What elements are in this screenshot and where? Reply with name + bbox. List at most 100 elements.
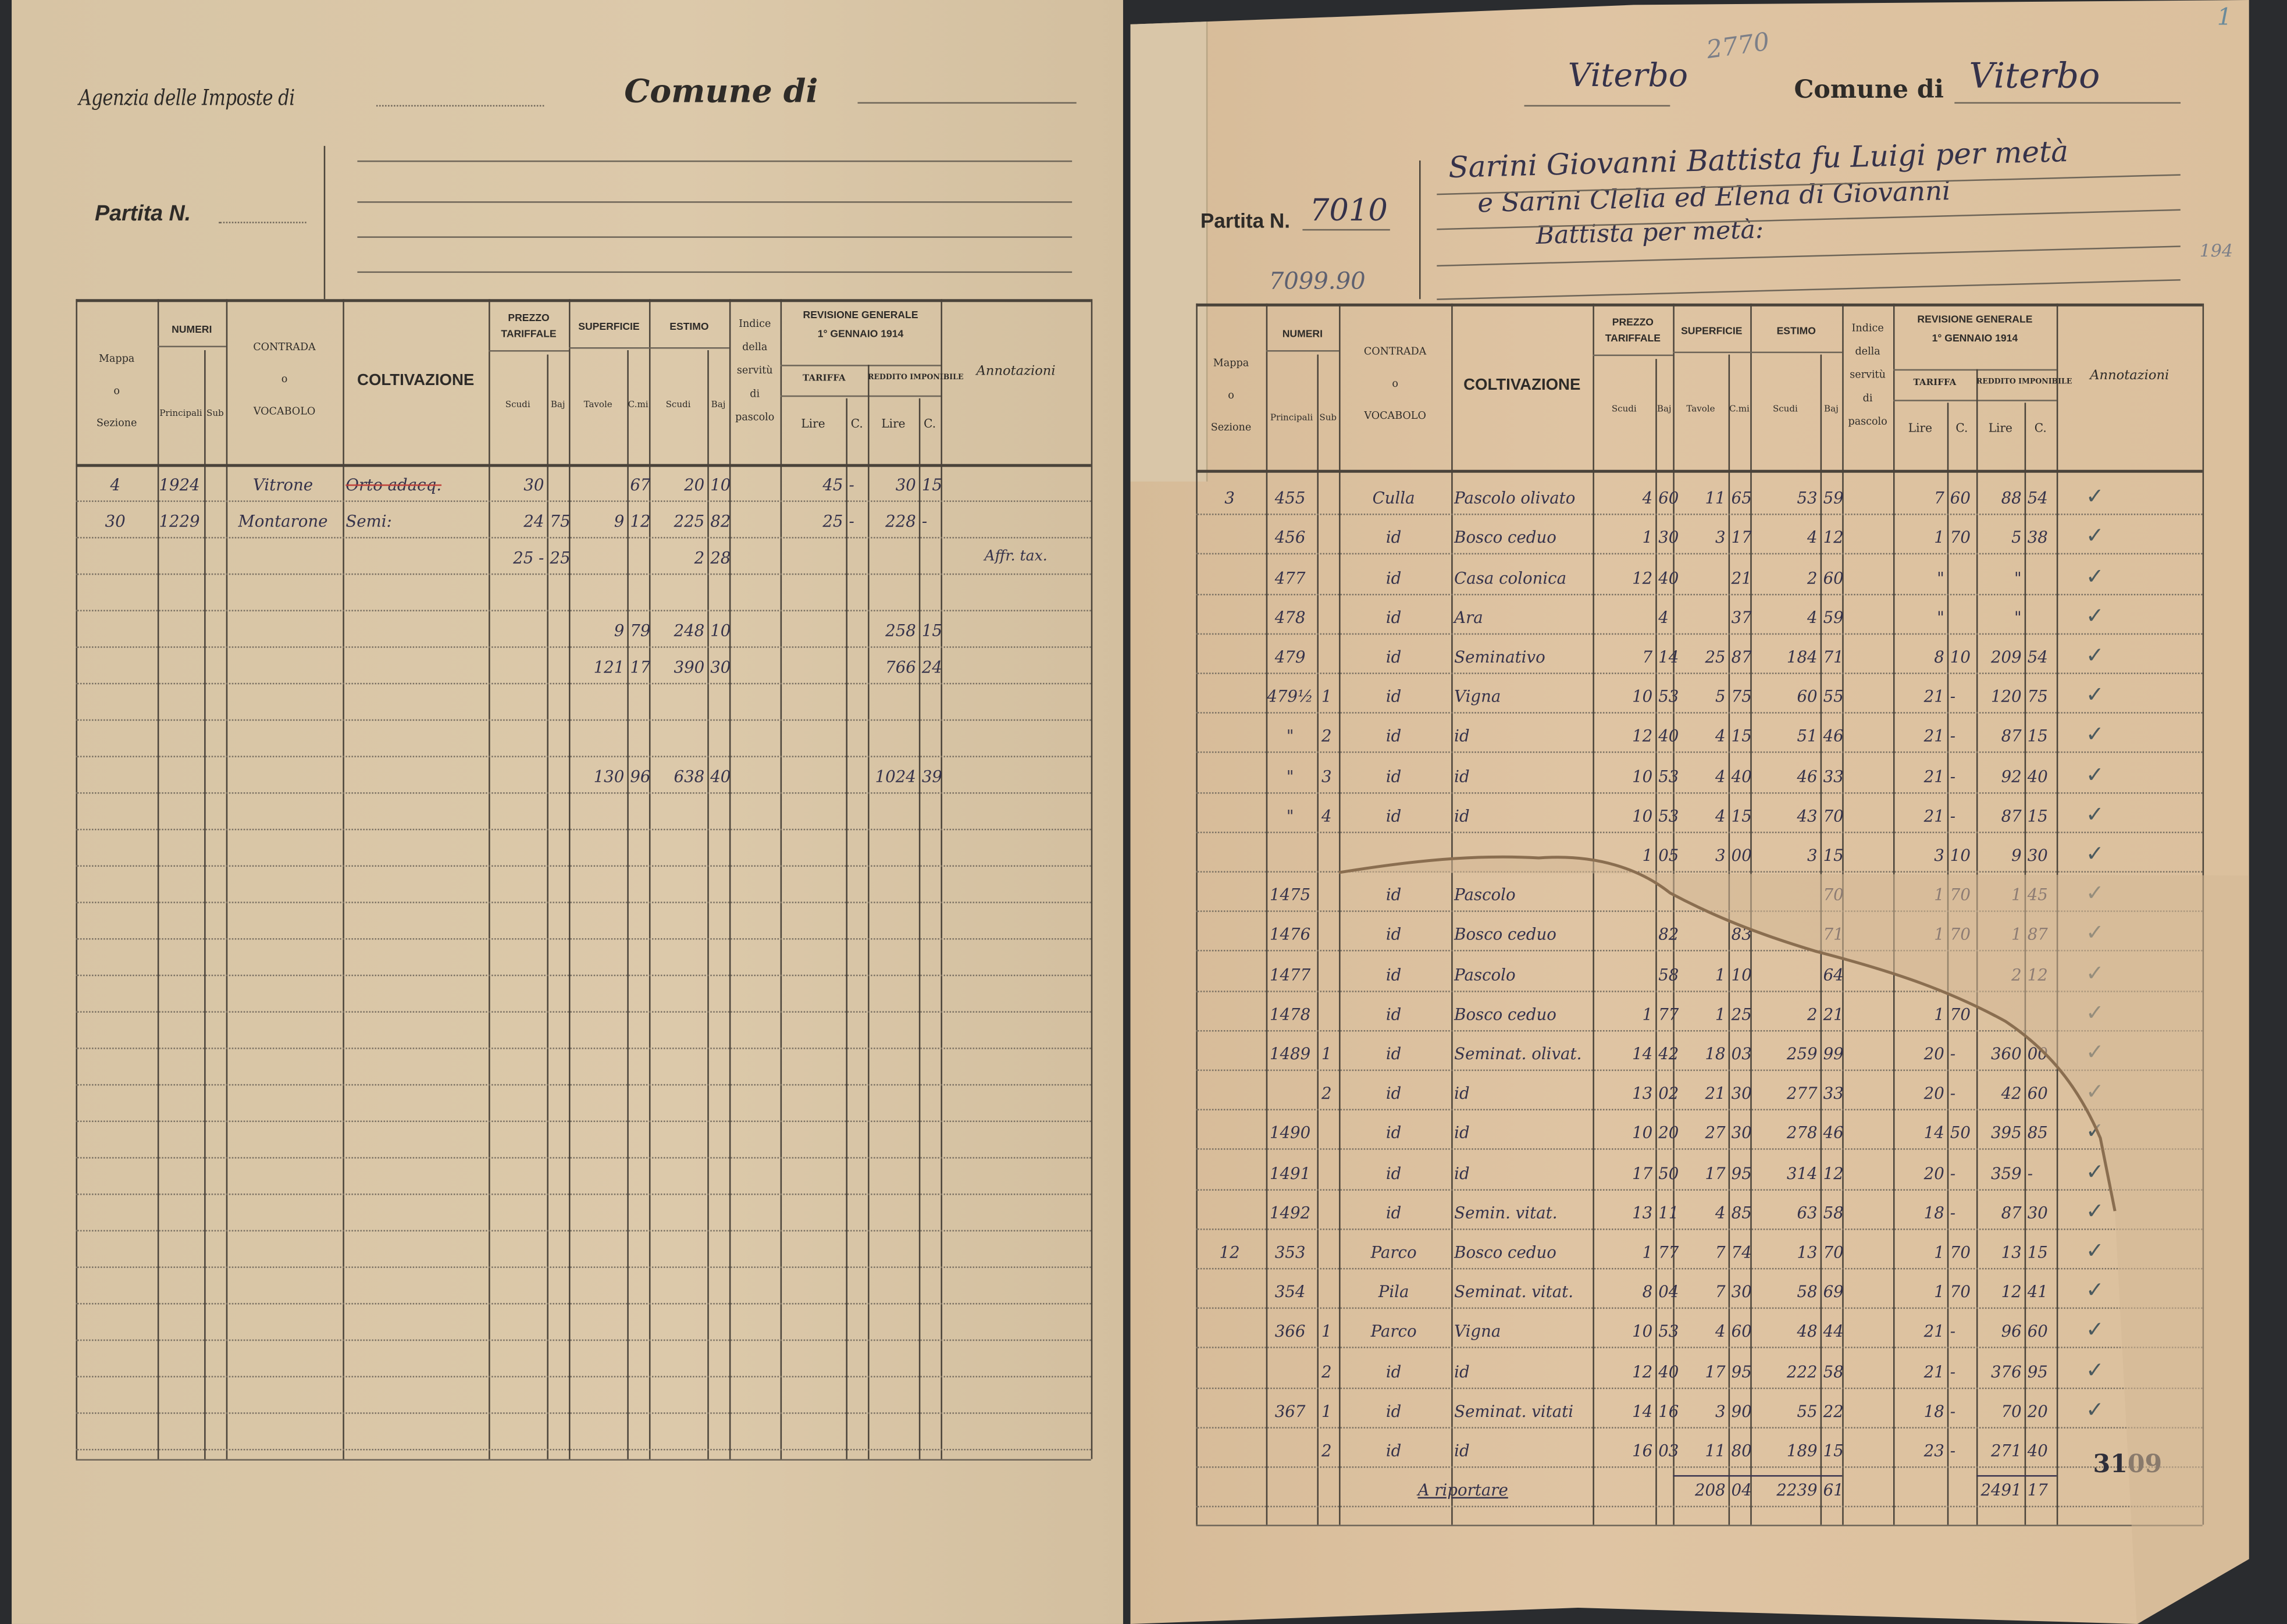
cell-superficie-tavole: 11	[1705, 489, 1726, 508]
cell-reddito-lire: 1024	[875, 767, 916, 787]
cell-superficie-tavole: 17	[1705, 1163, 1726, 1183]
checkmark-icon: ✓	[2086, 684, 2104, 708]
column-divider	[1451, 303, 1453, 1525]
header-contrada: VOCABOLO	[253, 405, 316, 418]
cell-tariffa-c: -	[1950, 767, 1956, 786]
cell-estimo-baj: 99	[1823, 1045, 1844, 1064]
row-line	[76, 1339, 1091, 1341]
header-annotazioni: Annotazioni	[976, 365, 1056, 380]
cell-reddito-lire: 42	[2001, 1084, 2022, 1103]
row-line	[1196, 1426, 2203, 1429]
row-line	[1196, 1228, 2203, 1230]
checkmark-icon: ✓	[2086, 1319, 2104, 1343]
cell-prezzo-scudi: 1	[1642, 1243, 1653, 1262]
cell-prezzo-scudi: 16	[1632, 1441, 1653, 1461]
cell-reddito-c: 15	[2027, 1243, 2048, 1262]
cell-tariffa-lire: 3	[1934, 846, 1944, 866]
cell-contrada: id	[1385, 886, 1402, 905]
cell-coltivazione: Seminat. vitat.	[1454, 1283, 1574, 1302]
header-mappa: o	[1228, 389, 1234, 401]
row-line	[76, 719, 1091, 721]
checkmark-icon: ✓	[2086, 724, 2104, 748]
total-estimo-baj: 61	[1823, 1481, 1844, 1500]
cell-superficie-cmi: 60	[1731, 1322, 1752, 1342]
cell-prezzo-baj: 42	[1658, 1045, 1679, 1064]
cell-contrada: id	[1385, 965, 1402, 985]
checkmark-icon: ✓	[2086, 565, 2104, 589]
header-group-rule	[1593, 354, 1673, 357]
cell-tariffa-c: -	[1950, 1045, 1956, 1064]
cell-estimo-baj: 64	[1823, 965, 1844, 985]
cell-reddito-lire: 120	[1991, 687, 2022, 707]
cell-tariffa-c: -	[1950, 1322, 1956, 1342]
cell-coltivazione: Semin. vitat.	[1454, 1203, 1558, 1223]
header-indice-servitu: Indice	[739, 318, 771, 330]
cell-sub: 2	[1321, 1441, 1332, 1461]
cell-principali: 477	[1274, 568, 1306, 587]
cell-estimo-baj: 60	[1823, 568, 1844, 587]
cell-reddito-c: 75	[2027, 687, 2048, 707]
cell-estimo-baj: 12	[1823, 529, 1844, 548]
cell-prezzo-baj: 75	[550, 512, 571, 532]
cell-estimo-scudi: 4	[1807, 529, 1818, 548]
cell-mappa: 30	[105, 512, 126, 532]
row-line	[76, 573, 1091, 575]
cell-prezzo-baj: 40	[1658, 727, 1679, 746]
total-superficie-tavole: 208	[1694, 1481, 1726, 1500]
row-line	[1196, 1506, 2203, 1508]
cell-estimo-scudi: 63	[1797, 1203, 1818, 1223]
subcolumn-divider	[1728, 354, 1730, 1525]
subcolumn-divider	[846, 398, 847, 1459]
header-group-rule	[780, 395, 941, 397]
cell-coltivazione: Bosco ceduo	[1454, 1005, 1556, 1024]
table-top-border	[76, 299, 1091, 302]
cell-coltivazione: Ara	[1454, 608, 1483, 628]
cell-coltivazione: id	[1454, 1362, 1470, 1381]
cell-tariffa-lire: 20	[1923, 1084, 1944, 1103]
cell-tariffa-lire: 20	[1923, 1045, 1944, 1064]
header-revisione-generale: 1° GENNAIO 1914	[1932, 334, 2018, 345]
header-indice-servitu: Indice	[1851, 322, 1884, 334]
cell-superficie-tavole: 1	[1715, 1005, 1726, 1024]
row-line	[76, 792, 1091, 794]
table-top-border	[1196, 303, 2203, 307]
subcolumn-divider	[918, 398, 921, 1459]
header-mappa: Mappa	[1213, 357, 1249, 369]
cell-contrada: id	[1385, 1402, 1402, 1421]
row-line	[76, 938, 1091, 940]
cell-prezzo-baj: 30	[1658, 529, 1679, 548]
cell-reddito-c: 15	[921, 475, 942, 495]
cell-superficie-tavole: 130	[593, 767, 625, 787]
cell-superficie-tavole: 4	[1715, 767, 1726, 786]
cell-principali: 1478	[1269, 1005, 1311, 1024]
column-divider	[1339, 303, 1341, 1525]
row-line	[1196, 950, 2203, 952]
subcolumn-divider	[1317, 354, 1319, 1525]
cell-superficie-cmi: 75	[1731, 687, 1752, 707]
cell-reddito-lire: 30	[895, 475, 916, 495]
cell-coltivazione: Orto adacq.	[345, 475, 442, 495]
cell-reddito-c: 15	[2027, 806, 2048, 826]
cell-superficie-cmi: 17	[630, 658, 651, 677]
row-line	[1196, 593, 2203, 595]
cell-tariffa-c: 50	[1950, 1124, 1971, 1144]
cell-principali: 1477	[1269, 965, 1311, 985]
owner-line	[357, 236, 1073, 238]
partita-label: Partita N.	[1200, 208, 1290, 232]
cell-reddito-lire: 5	[2011, 529, 2022, 548]
header-estimo: ESTIMO	[1776, 326, 1816, 337]
cell-tariffa-lire: 14	[1923, 1124, 1944, 1144]
cell-tariffa-lire: 21	[1923, 806, 1944, 826]
cell-prezzo-baj: 05	[1658, 846, 1679, 866]
column-divider	[1196, 303, 1198, 1525]
cell-tariffa-c: -	[1950, 1084, 1956, 1103]
cell-reddito-lire: 87	[2001, 1203, 2022, 1223]
cell-reddito-c: 41	[2027, 1283, 2048, 1302]
cell-superficie-cmi: 17	[1731, 529, 1752, 548]
cell-superficie-cmi: 95	[1731, 1163, 1752, 1183]
header-group-rule	[649, 347, 729, 349]
cell-prezzo-scudi: 14	[1632, 1402, 1653, 1421]
row-line	[1196, 990, 2203, 992]
cell-prezzo-scudi: 10	[1632, 806, 1653, 826]
cell-superficie-cmi: 95	[1731, 1362, 1752, 1381]
